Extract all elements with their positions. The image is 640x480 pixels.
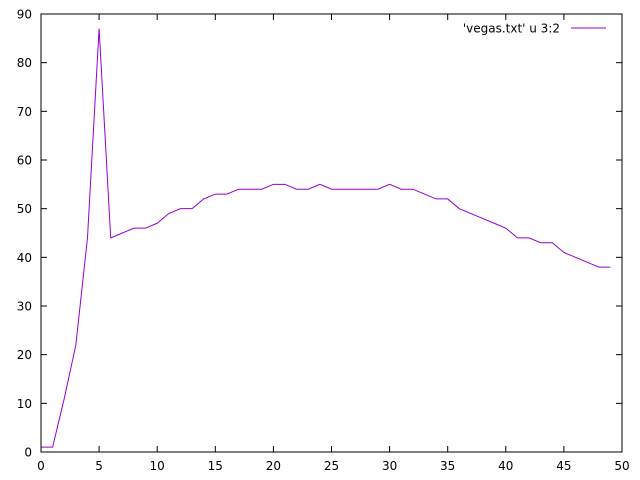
legend: 'vegas.txt' u 3:2 [463, 22, 606, 36]
legend-label: 'vegas.txt' u 3:2 [463, 22, 560, 36]
x-tick-label: 15 [208, 459, 223, 473]
y-tick-label: 40 [17, 251, 32, 265]
y-tick-label: 60 [17, 154, 32, 168]
x-tick-label: 40 [498, 459, 513, 473]
x-tick-label: 50 [614, 459, 629, 473]
y-tick-label: 90 [17, 8, 32, 22]
y-tick-label: 80 [17, 56, 32, 70]
x-tick-label: 10 [150, 459, 165, 473]
y-tick-label: 10 [17, 397, 32, 411]
x-tick-label: 45 [556, 459, 571, 473]
x-tick-label: 35 [440, 459, 455, 473]
x-tick-label: 0 [37, 459, 45, 473]
y-tick-label: 50 [17, 202, 32, 216]
axis-tick-labels: 0 5 10 15 20 25 30 35 40 45 50 0 10 20 30 40 50 60 70 80 90 [17, 8, 630, 474]
y-tick-label: 30 [17, 300, 32, 314]
y-tick-label: 0 [24, 446, 32, 460]
series-lines [41, 28, 611, 448]
plot-frame [40, 13, 623, 453]
y-tick-label: 70 [17, 105, 32, 119]
y-tick-label: 20 [17, 348, 32, 362]
x-tick-label: 20 [266, 459, 281, 473]
x-tick-label: 5 [95, 459, 103, 473]
x-tick-label: 30 [382, 459, 397, 473]
x-tick-label: 25 [324, 459, 339, 473]
series-line [41, 28, 611, 448]
